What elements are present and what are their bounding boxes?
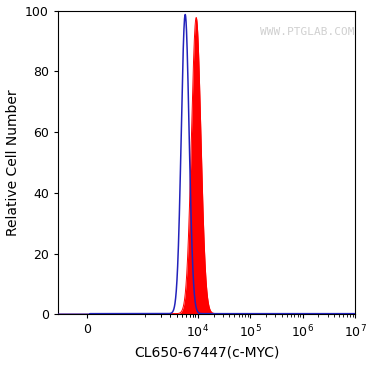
Y-axis label: Relative Cell Number: Relative Cell Number xyxy=(6,89,20,236)
X-axis label: CL650-67447(c-MYC): CL650-67447(c-MYC) xyxy=(134,345,279,360)
Text: WWW.PTGLAB.COM: WWW.PTGLAB.COM xyxy=(260,27,355,37)
